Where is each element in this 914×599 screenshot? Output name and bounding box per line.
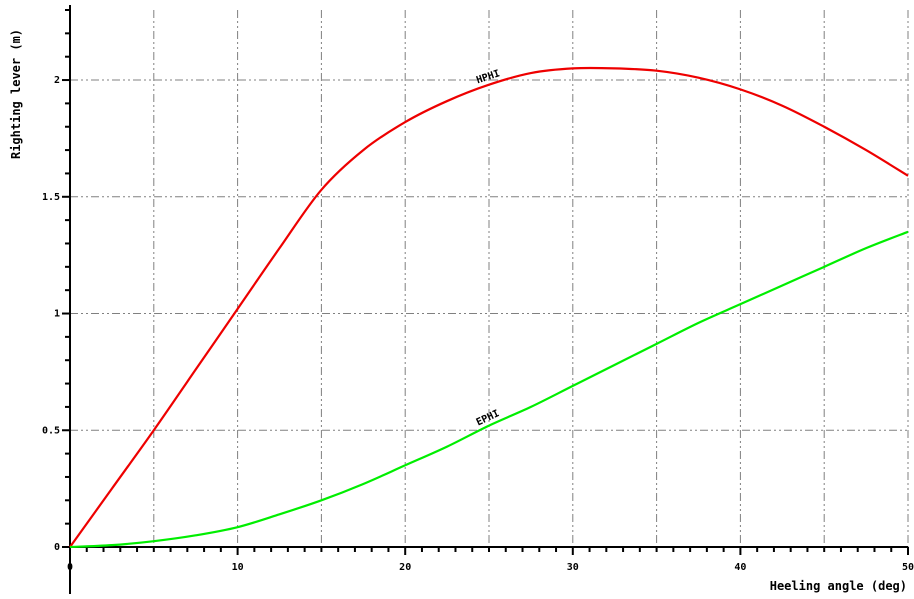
x-tick-label: 40 xyxy=(734,562,746,573)
series-group xyxy=(69,66,909,549)
x-tick-label: 20 xyxy=(399,562,411,573)
series-line-ephi xyxy=(69,230,909,549)
series-line-hphi xyxy=(69,66,909,548)
y-tick-label: 1 xyxy=(54,309,60,320)
y-tick-label: 0 xyxy=(54,542,60,553)
x-tick-label: 50 xyxy=(902,562,914,573)
x-tick-label: 10 xyxy=(232,562,244,573)
axes xyxy=(62,5,909,594)
x-tick-label: 0 xyxy=(67,562,73,573)
y-tick-label: 0.5 xyxy=(42,425,60,436)
y-tick-label: 2 xyxy=(54,75,60,86)
y-tick-label: 1.5 xyxy=(42,192,60,203)
y-axis-title: Righting lever (m) xyxy=(9,29,23,159)
x-tick-label: 30 xyxy=(567,562,579,573)
x-axis-title: Heeling angle (deg) xyxy=(770,579,907,593)
grid xyxy=(70,10,909,547)
